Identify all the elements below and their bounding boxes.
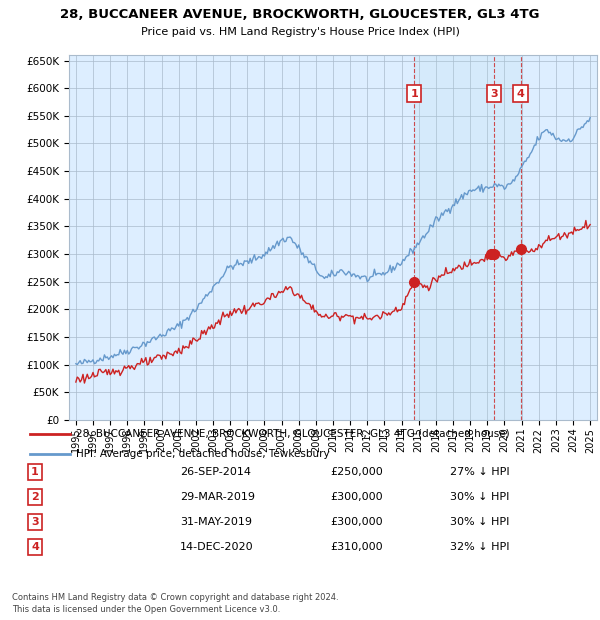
Text: 1: 1 [31, 467, 39, 477]
Text: 26-SEP-2014: 26-SEP-2014 [180, 467, 251, 477]
Text: 1: 1 [410, 89, 418, 99]
Text: 3: 3 [31, 517, 39, 527]
Bar [414, 55, 521, 420]
Text: 31-MAY-2019: 31-MAY-2019 [180, 517, 252, 527]
Text: This data is licensed under the Open Government Licence v3.0.: This data is licensed under the Open Gov… [12, 606, 280, 614]
Text: Contains HM Land Registry data © Crown copyright and database right 2024.: Contains HM Land Registry data © Crown c… [12, 593, 338, 603]
Text: £310,000: £310,000 [330, 542, 383, 552]
Text: 32% ↓ HPI: 32% ↓ HPI [450, 542, 509, 552]
Text: 28, BUCCANEER AVENUE, BROCKWORTH, GLOUCESTER, GL3 4TG: 28, BUCCANEER AVENUE, BROCKWORTH, GLOUCE… [60, 7, 540, 20]
Text: 27% ↓ HPI: 27% ↓ HPI [450, 467, 509, 477]
Text: 30% ↓ HPI: 30% ↓ HPI [450, 517, 509, 527]
Text: 4: 4 [31, 542, 39, 552]
Text: £250,000: £250,000 [330, 467, 383, 477]
Text: 29-MAR-2019: 29-MAR-2019 [180, 492, 255, 502]
Text: 3: 3 [491, 89, 498, 99]
Text: Price paid vs. HM Land Registry's House Price Index (HPI): Price paid vs. HM Land Registry's House … [140, 27, 460, 37]
Text: HPI: Average price, detached house, Tewkesbury: HPI: Average price, detached house, Tewk… [76, 450, 329, 459]
Text: 14-DEC-2020: 14-DEC-2020 [180, 542, 254, 552]
Text: 28, BUCCANEER AVENUE, BROCKWORTH, GLOUCESTER, GL3 4TG (detached house): 28, BUCCANEER AVENUE, BROCKWORTH, GLOUCE… [76, 428, 509, 438]
Text: 4: 4 [517, 89, 524, 99]
Text: £300,000: £300,000 [330, 517, 383, 527]
Text: £300,000: £300,000 [330, 492, 383, 502]
Text: 30% ↓ HPI: 30% ↓ HPI [450, 492, 509, 502]
Text: 2: 2 [31, 492, 39, 502]
